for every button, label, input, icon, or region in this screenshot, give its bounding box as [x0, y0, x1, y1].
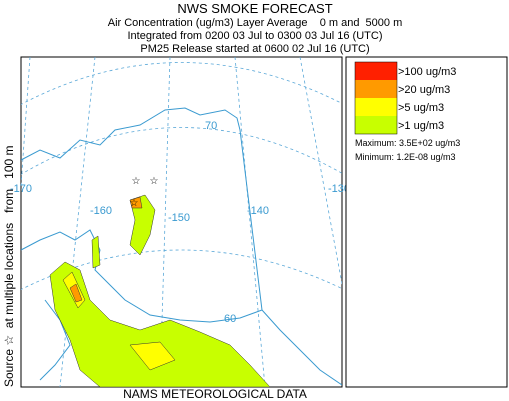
grid-label: -150	[168, 212, 190, 224]
smoke-area	[91, 235, 101, 269]
legend-swatch	[355, 98, 397, 116]
title: NWS SMOKE FORECAST	[177, 1, 332, 16]
meridian	[159, 57, 171, 387]
legend-minimum: Minimum: 1.2E-08 ug/m3	[355, 152, 456, 162]
footer: NAMS METEOROLOGICAL DATA	[123, 387, 307, 401]
legend-swatch	[355, 116, 397, 134]
grid-label: -170	[10, 183, 32, 195]
source-marker: ☆	[150, 176, 159, 187]
legend-label: >1 ug/m3	[398, 120, 444, 132]
legend-swatch	[355, 62, 397, 80]
source-marker: ☆	[132, 176, 141, 187]
smoke-area	[49, 261, 271, 387]
parallel	[21, 127, 342, 175]
grid-label: -160	[90, 205, 112, 217]
subtitle: Integrated from 0200 03 Jul to 0300 03 J…	[128, 30, 383, 42]
smoke-area	[129, 341, 176, 371]
legend-label: >20 ug/m3	[398, 84, 450, 96]
legend: >100 ug/m3 >20 ug/m3 >5 ug/m3 >1 ug/m3	[354, 61, 456, 135]
grid-label: 70	[205, 120, 217, 132]
legend-maximum: Maximum: 3.5E+02 ug/m3	[355, 138, 460, 148]
source-marker: ☆	[130, 198, 139, 209]
grid-label: 60	[224, 313, 236, 325]
subtitle: Air Concentration (ug/m3) Layer Average …	[108, 17, 403, 29]
legend-box	[354, 61, 398, 135]
meridian	[299, 57, 342, 286]
smoke-area	[69, 283, 83, 303]
smoke-area	[129, 194, 156, 256]
meridian	[234, 57, 266, 387]
coastline	[21, 107, 342, 386]
subtitle: PM25 Release started at 0600 02 Jul 16 (…	[140, 43, 369, 55]
side-label: Source ☆ at multiple locations from 100 …	[2, 145, 16, 387]
parallel	[21, 249, 342, 290]
parallel	[21, 62, 342, 105]
grid-label: -140	[247, 205, 269, 217]
legend-label: >100 ug/m3	[398, 66, 456, 78]
legend-swatch	[355, 80, 397, 98]
smoke-area	[129, 196, 143, 209]
map: ☆ ☆ ☆ 70 -170 -160 -150 -140 -130 60	[10, 56, 350, 388]
grid-label: -130	[328, 183, 350, 195]
legend-label: >5 ug/m3	[398, 102, 444, 114]
